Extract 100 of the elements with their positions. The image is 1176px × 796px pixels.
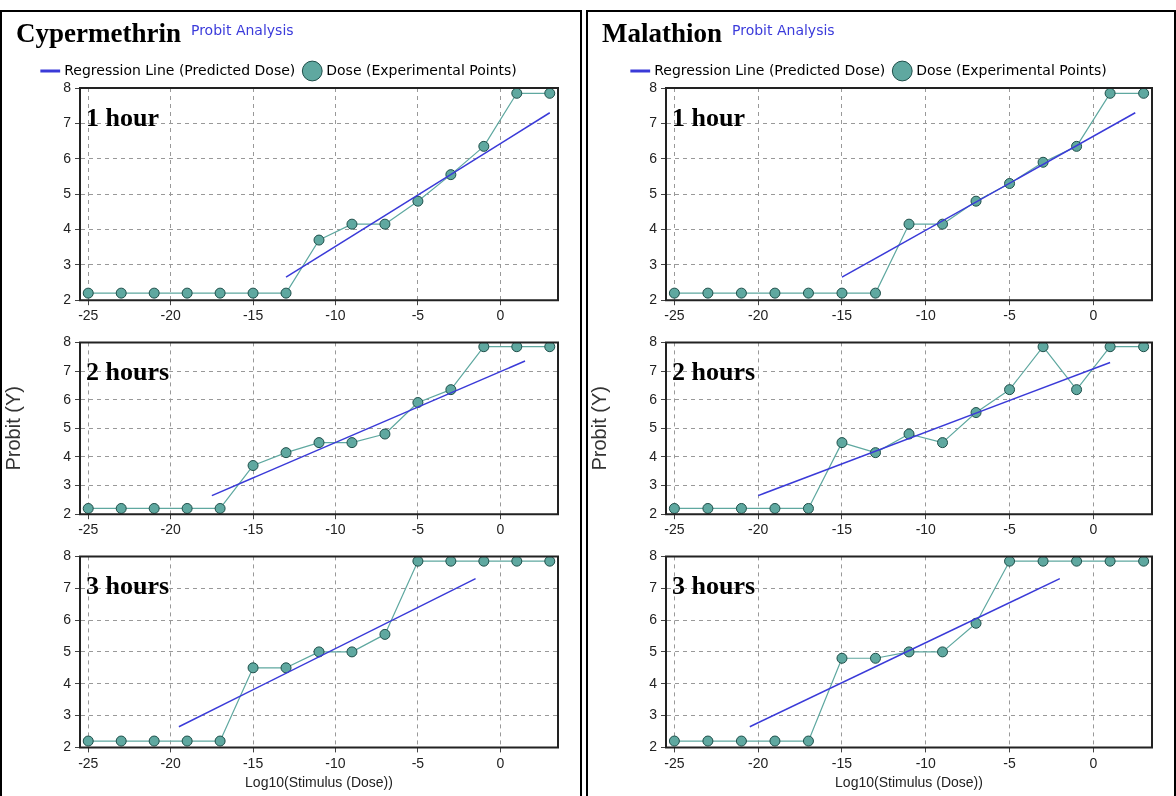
- point: [379, 428, 391, 440]
- y-tick-label: 6: [649, 390, 658, 407]
- y-tick-label: 3: [649, 706, 658, 723]
- y-tick-label: 7: [63, 579, 72, 596]
- legend-label: Regression Line (Predicted Dose): [64, 61, 296, 78]
- y-tick-label: 2: [63, 291, 72, 308]
- y-tick-label: 6: [63, 149, 72, 166]
- point: [769, 735, 781, 747]
- point: [181, 502, 193, 514]
- chart-title: Cypermethrin: [16, 18, 181, 48]
- x-tick-label: -5: [411, 754, 425, 771]
- x-tick-label: 0: [1089, 754, 1098, 771]
- point: [903, 428, 915, 440]
- point: [1104, 342, 1116, 353]
- point: [148, 502, 160, 514]
- point: [313, 646, 325, 658]
- x-axis-title: Log10(Stimulus (Dose)): [245, 774, 393, 791]
- x-tick-label: -15: [831, 521, 853, 538]
- y-tick-label: 8: [649, 78, 658, 95]
- x-tick-label: 0: [1089, 521, 1098, 538]
- y-tick-label: 3: [63, 476, 72, 493]
- x-tick-label: -5: [411, 307, 425, 324]
- x-tick-label: -5: [1003, 754, 1016, 771]
- x-tick-label: -10: [915, 754, 937, 771]
- x-tick-label: -15: [242, 521, 264, 538]
- point: [511, 556, 523, 567]
- y-tick-label: 7: [63, 361, 72, 378]
- point: [478, 556, 490, 567]
- point: [802, 287, 814, 299]
- point: [1138, 342, 1150, 353]
- point: [148, 287, 160, 299]
- point: [313, 437, 325, 449]
- x-tick-label: -25: [78, 754, 99, 771]
- x-tick-label: -15: [242, 307, 264, 324]
- point: [478, 342, 490, 353]
- point: [702, 502, 714, 514]
- point: [1004, 556, 1016, 567]
- x-tick-label: 0: [496, 754, 505, 771]
- annotation: 1 hour: [672, 102, 745, 132]
- point: [346, 646, 358, 658]
- point: [836, 287, 848, 299]
- point: [668, 502, 680, 514]
- point: [115, 735, 127, 747]
- annotation: 3 hours: [86, 571, 170, 601]
- chart-subtitle: Probit Analysis: [190, 22, 294, 38]
- point: [313, 234, 325, 246]
- y-tick-label: 2: [649, 738, 658, 755]
- point: [544, 342, 556, 353]
- y-tick-label: 7: [649, 114, 658, 131]
- point: [412, 556, 424, 567]
- annotation: 2 hours: [86, 357, 170, 387]
- point: [1004, 384, 1016, 396]
- y-tick-label: 3: [63, 255, 72, 272]
- point: [346, 437, 358, 449]
- point: [544, 88, 556, 99]
- point: [346, 218, 358, 230]
- y-tick-label: 8: [63, 333, 72, 350]
- y-tick-label: 5: [649, 184, 658, 201]
- point: [735, 287, 747, 299]
- point: [836, 652, 848, 664]
- y-tick-label: 7: [649, 361, 658, 378]
- point: [836, 437, 848, 449]
- x-tick-label: -10: [325, 521, 346, 538]
- y-tick-label: 6: [649, 610, 658, 627]
- point: [247, 460, 259, 472]
- y-tick-label: 4: [63, 220, 72, 237]
- y-tick-label: 4: [649, 220, 658, 237]
- point: [181, 287, 193, 299]
- point: [511, 342, 523, 353]
- x-tick-label: -5: [1003, 307, 1016, 324]
- point: [668, 287, 680, 299]
- x-tick-label: 0: [496, 521, 505, 538]
- point: [379, 218, 391, 230]
- y-tick-label: 8: [63, 547, 72, 564]
- point: [937, 646, 949, 658]
- x-axis-title: Log10(Stimulus (Dose)): [835, 774, 983, 791]
- point: [668, 735, 680, 747]
- y-tick-label: 5: [63, 184, 72, 201]
- x-tick-label: -10: [325, 754, 346, 771]
- y-tick-label: 2: [649, 291, 658, 308]
- point: [1104, 556, 1116, 567]
- chart-title: Malathion: [602, 18, 723, 48]
- y-tick-label: 5: [649, 642, 658, 659]
- point: [1138, 88, 1150, 99]
- point: [214, 502, 226, 514]
- chart-subtitle: Probit Analysis: [732, 22, 835, 38]
- y-tick-label: 3: [63, 706, 72, 723]
- x-tick-label: -20: [160, 307, 181, 324]
- x-tick-label: -25: [78, 307, 99, 324]
- y-tick-label: 3: [649, 255, 658, 272]
- y-tick-label: 6: [63, 390, 72, 407]
- point: [769, 287, 781, 299]
- point: [1037, 342, 1049, 353]
- y-tick-label: 2: [649, 505, 658, 522]
- point: [247, 287, 259, 299]
- point: [937, 437, 949, 449]
- point: [82, 502, 94, 514]
- y-tick-label: 2: [63, 738, 72, 755]
- point: [280, 287, 292, 299]
- y-tick-label: 7: [649, 579, 658, 596]
